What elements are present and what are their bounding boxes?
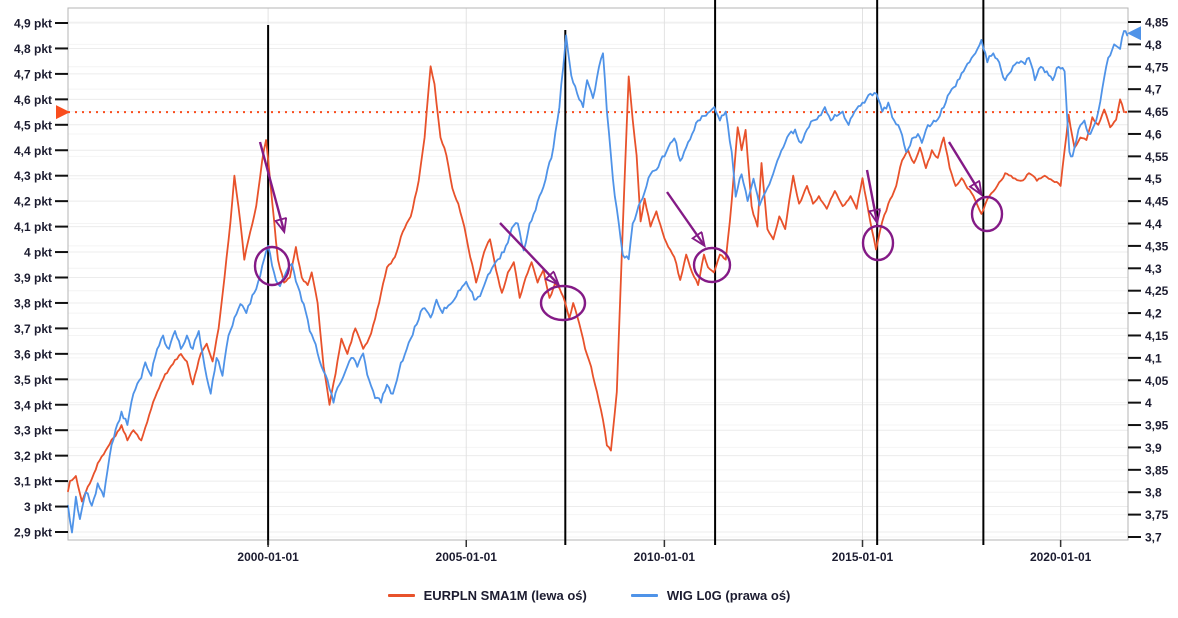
wig-line-swatch	[630, 594, 658, 597]
annotation-arrow	[666, 191, 704, 245]
svg-text:3,7: 3,7	[1145, 531, 1162, 545]
legend: EURPLN SMA1M (lewa oś) WIG L0G (prawa oś…	[0, 588, 1178, 603]
svg-text:3,6 pkt: 3,6 pkt	[14, 347, 52, 361]
svg-text:4,5 pkt: 4,5 pkt	[14, 118, 52, 132]
annotation-arrow	[865, 169, 877, 222]
svg-text:3,5 pkt: 3,5 pkt	[14, 373, 52, 387]
svg-text:4,15: 4,15	[1145, 329, 1169, 343]
svg-text:4,6 pkt: 4,6 pkt	[14, 93, 52, 107]
svg-text:4,85: 4,85	[1145, 16, 1169, 30]
legend-item-wig: WIG L0G (prawa oś)	[630, 588, 791, 603]
svg-text:4,5: 4,5	[1145, 172, 1162, 186]
svg-text:3,9: 3,9	[1145, 441, 1162, 455]
legend-label-eurpln: EURPLN SMA1M (lewa oś)	[423, 588, 587, 603]
svg-text:2,9 pkt: 2,9 pkt	[14, 526, 52, 540]
svg-text:3,8: 3,8	[1145, 486, 1162, 500]
svg-text:4,2 pkt: 4,2 pkt	[14, 195, 52, 209]
wig-series-line	[67, 30, 1129, 534]
svg-text:4,6: 4,6	[1145, 127, 1162, 141]
annotation-arrow	[499, 222, 558, 284]
svg-text:4,65: 4,65	[1145, 105, 1169, 119]
svg-text:4,3 pkt: 4,3 pkt	[14, 169, 52, 183]
left-axis-tick-labels: 4,9 pkt 4,8 pkt 4,7 pkt 4,6 pkt 4,5 pkt 4,4 p…	[14, 17, 68, 540]
svg-text:3,8 pkt: 3,8 pkt	[14, 296, 52, 310]
svg-text:3,85: 3,85	[1145, 463, 1169, 477]
svg-text:3,9 pkt: 3,9 pkt	[14, 271, 52, 285]
svg-text:4,4 pkt: 4,4 pkt	[14, 144, 52, 158]
x-axis-tick-labels: 2000-01-01 2005-01-01 2010-01-01 2015-01-01…	[237, 540, 1092, 564]
legend-item-eurpln: EURPLN SMA1M (lewa oś)	[387, 588, 587, 603]
svg-text:2015-01-01: 2015-01-01	[832, 550, 894, 564]
svg-text:4,4: 4,4	[1145, 217, 1162, 231]
annotation-circle	[861, 224, 895, 262]
svg-text:4,7: 4,7	[1145, 83, 1162, 97]
svg-text:4,8: 4,8	[1145, 38, 1162, 52]
plot-border	[67, 7, 1129, 541]
reference-dashed-line	[56, 105, 1128, 120]
right-axis-marker-triangle	[1127, 26, 1141, 41]
svg-text:4,05: 4,05	[1145, 374, 1169, 388]
svg-text:4,9 pkt: 4,9 pkt	[14, 17, 52, 31]
annotation-arrow	[258, 141, 284, 231]
svg-text:4,25: 4,25	[1145, 284, 1169, 298]
eurpln-line-swatch	[387, 594, 415, 597]
svg-text:2020-01-01: 2020-01-01	[1030, 550, 1092, 564]
svg-text:4,35: 4,35	[1145, 239, 1169, 253]
svg-text:4,8 pkt: 4,8 pkt	[14, 42, 52, 56]
annotations	[253, 141, 1004, 322]
svg-text:3,2 pkt: 3,2 pkt	[14, 449, 52, 463]
svg-text:3,95: 3,95	[1145, 419, 1169, 433]
svg-text:3,3 pkt: 3,3 pkt	[14, 424, 52, 438]
svg-text:2000-01-01: 2000-01-01	[237, 550, 299, 564]
gridlines	[68, 8, 1128, 540]
event-lines	[267, 0, 985, 545]
svg-text:4,2: 4,2	[1145, 307, 1162, 321]
annotation-arrow	[947, 141, 981, 194]
svg-text:3,1 pkt: 3,1 pkt	[14, 475, 52, 489]
svg-text:3 pkt: 3 pkt	[24, 500, 52, 514]
svg-text:4: 4	[1145, 396, 1152, 410]
svg-text:2010-01-01: 2010-01-01	[634, 550, 696, 564]
left-axis-marker-triangle	[56, 105, 70, 120]
svg-text:2005-01-01: 2005-01-01	[436, 550, 498, 564]
svg-text:4,55: 4,55	[1145, 150, 1169, 164]
svg-text:3,75: 3,75	[1145, 508, 1169, 522]
svg-text:3,4 pkt: 3,4 pkt	[14, 398, 52, 412]
svg-text:3,7 pkt: 3,7 pkt	[14, 322, 52, 336]
svg-text:4,1 pkt: 4,1 pkt	[14, 220, 52, 234]
right-axis-tick-labels: 4,85 4,8 4,75 4,7 4,65 4,6 4,55 4,5 4,45 4,4 4,35 4…	[1128, 16, 1169, 545]
legend-label-wig: WIG L0G (prawa oś)	[666, 588, 791, 603]
svg-text:4,3: 4,3	[1145, 262, 1162, 276]
svg-text:4,7 pkt: 4,7 pkt	[14, 67, 52, 81]
svg-text:4 pkt: 4 pkt	[24, 246, 52, 260]
annotation-circle	[539, 284, 587, 322]
svg-text:4,1: 4,1	[1145, 351, 1162, 365]
eurpln-series-line	[67, 65, 1125, 503]
annotation-circle	[692, 246, 732, 284]
svg-text:4,45: 4,45	[1145, 195, 1169, 209]
annotation-circle	[253, 245, 291, 287]
annotation-circle	[970, 195, 1004, 233]
svg-text:4,75: 4,75	[1145, 60, 1169, 74]
